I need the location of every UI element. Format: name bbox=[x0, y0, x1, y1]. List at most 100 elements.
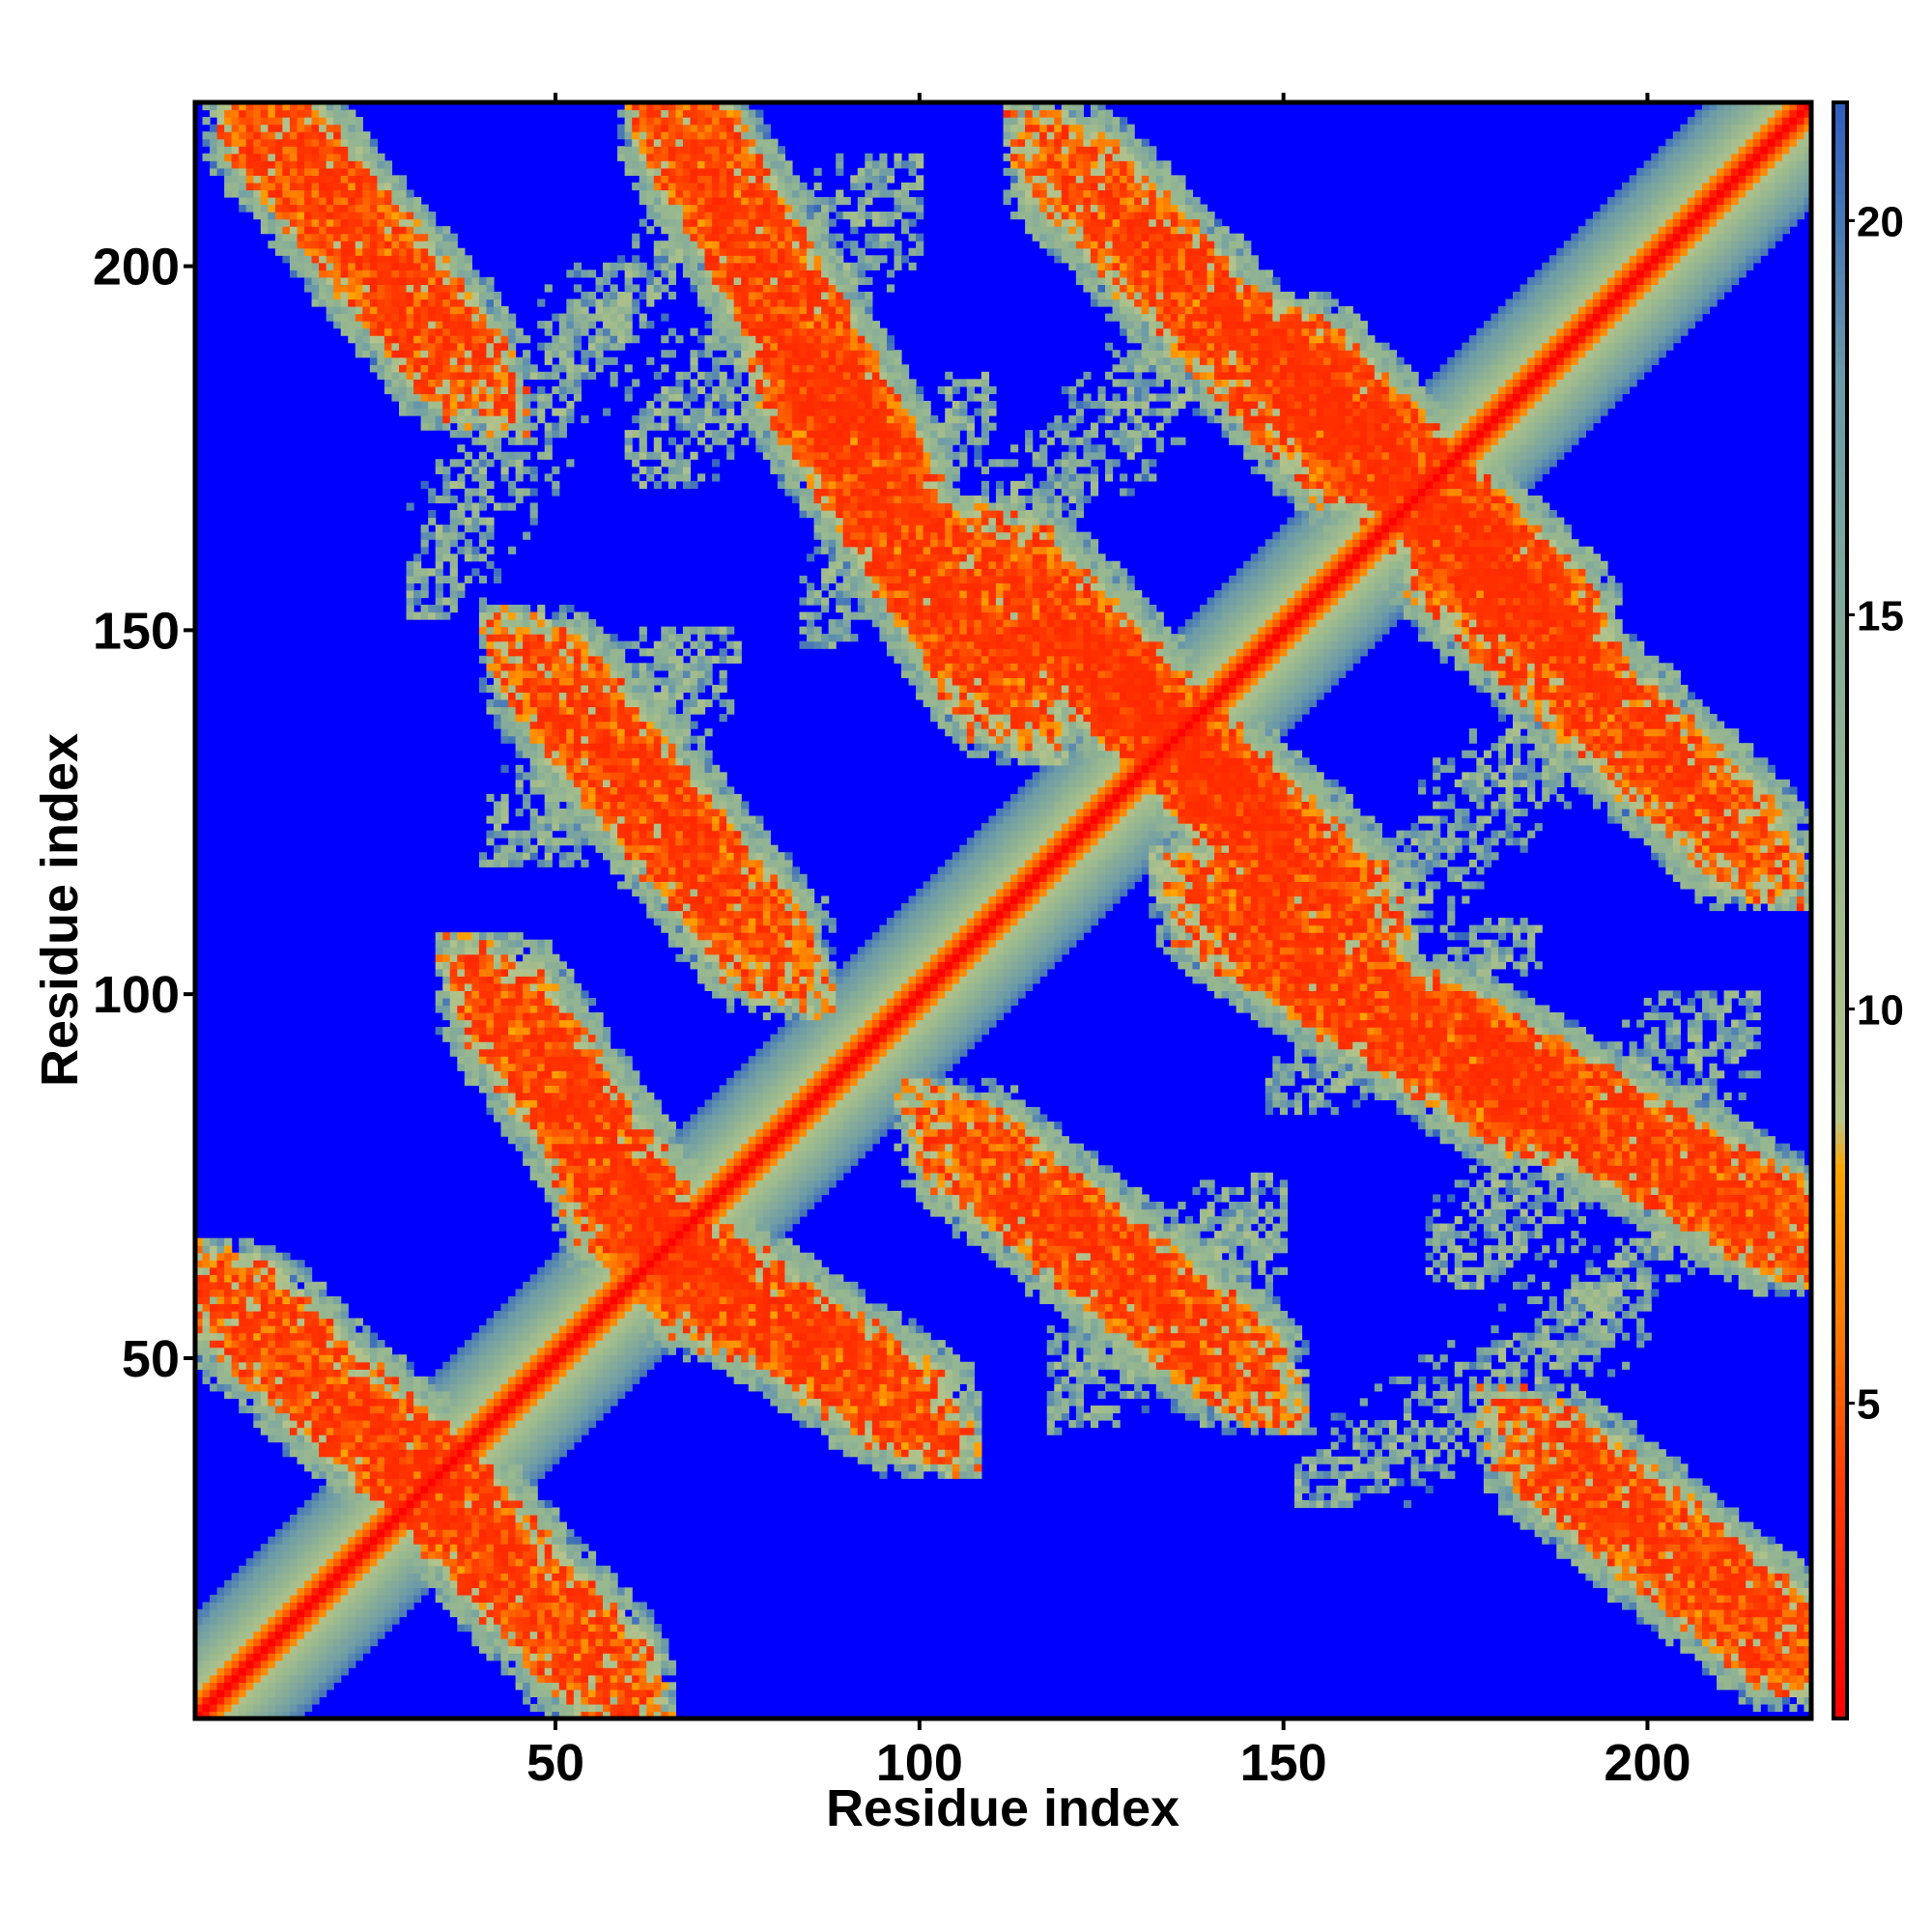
heatmap-cell bbox=[304, 1566, 312, 1574]
heatmap-cell bbox=[333, 1573, 341, 1580]
heatmap-cell bbox=[370, 1333, 378, 1341]
heatmap-cell bbox=[275, 1653, 283, 1661]
heatmap-cell bbox=[377, 1522, 384, 1530]
heatmap-cell bbox=[239, 1580, 246, 1588]
heatmap-cell bbox=[298, 1696, 305, 1704]
heatmap-cell bbox=[327, 139, 334, 147]
heatmap-cell bbox=[370, 146, 378, 154]
heatmap-cell bbox=[312, 1442, 320, 1450]
heatmap-cell bbox=[253, 146, 261, 154]
heatmap-cell bbox=[290, 189, 298, 197]
heatmap-cell bbox=[224, 1704, 232, 1712]
heatmap-cell bbox=[327, 1595, 334, 1603]
heatmap-cell bbox=[261, 1638, 269, 1646]
heatmap-cell bbox=[290, 1653, 298, 1661]
heatmap-cell bbox=[333, 1362, 341, 1370]
heatmap-cell bbox=[246, 1303, 254, 1311]
heatmap-cell bbox=[268, 1348, 275, 1355]
heatmap-cell bbox=[203, 1696, 211, 1704]
heatmap-cell bbox=[203, 1617, 211, 1625]
heatmap-cells bbox=[195, 102, 1812, 1719]
heatmap-cell bbox=[327, 125, 334, 132]
heatmap-cell bbox=[348, 1463, 355, 1471]
heatmap-cell bbox=[261, 1340, 269, 1348]
heatmap-cell bbox=[268, 1580, 275, 1588]
heatmap-cell bbox=[253, 1289, 261, 1296]
heatmap-cell bbox=[232, 1580, 240, 1588]
heatmap-cell bbox=[246, 1646, 254, 1654]
heatmap-cell bbox=[370, 1573, 378, 1580]
heatmap-cell bbox=[319, 1551, 327, 1559]
heatmap-cell bbox=[362, 350, 370, 357]
heatmap-cell bbox=[275, 1260, 283, 1267]
heatmap-cell bbox=[333, 1296, 341, 1304]
heatmap-cell bbox=[319, 1522, 327, 1530]
heatmap-cell bbox=[355, 241, 363, 248]
heatmap-cell bbox=[304, 1449, 312, 1457]
heatmap-cell bbox=[355, 1646, 363, 1654]
heatmap-cell bbox=[327, 1478, 334, 1486]
heatmap-cell bbox=[261, 1369, 269, 1377]
heatmap-cell bbox=[333, 160, 341, 168]
heatmap-cell bbox=[275, 1646, 283, 1654]
heatmap-cell bbox=[319, 270, 327, 277]
heatmap-cell bbox=[261, 1406, 269, 1413]
heatmap-cell bbox=[355, 1442, 363, 1450]
heatmap-cell bbox=[319, 1624, 327, 1632]
heatmap-cell bbox=[348, 226, 355, 234]
heatmap-cell bbox=[355, 1544, 363, 1551]
heatmap-cell bbox=[304, 1340, 312, 1348]
heatmap-cell bbox=[319, 1595, 327, 1603]
heatmap-cell bbox=[239, 1260, 246, 1267]
heatmap-cell bbox=[224, 1675, 232, 1683]
heatmap-cell bbox=[355, 1354, 363, 1362]
heatmap-cell bbox=[312, 1696, 320, 1704]
heatmap-cell bbox=[348, 154, 355, 161]
heatmap-cell bbox=[246, 1296, 254, 1304]
heatmap-cell bbox=[253, 1333, 261, 1341]
heatmap-cell bbox=[355, 1617, 363, 1625]
heatmap-cell bbox=[253, 1661, 261, 1668]
heatmap-cell bbox=[319, 1544, 327, 1551]
heatmap-cell bbox=[282, 1522, 290, 1530]
heatmap-cell bbox=[253, 1412, 261, 1420]
heatmap-cell bbox=[224, 1646, 232, 1654]
heatmap-cell bbox=[253, 1595, 261, 1603]
heatmap-cell bbox=[370, 277, 378, 285]
heatmap-cell bbox=[370, 1580, 378, 1588]
heatmap-cell bbox=[370, 292, 378, 299]
heatmap-cell bbox=[224, 1303, 232, 1311]
heatmap-cell bbox=[239, 1632, 246, 1639]
heatmap-cell bbox=[282, 175, 290, 183]
heatmap-cell bbox=[355, 1492, 363, 1500]
heatmap-cell bbox=[261, 1274, 269, 1282]
heatmap-cell bbox=[298, 241, 305, 248]
heatmap-cell bbox=[268, 125, 275, 132]
heatmap-cell bbox=[253, 1617, 261, 1625]
heatmap-cell bbox=[298, 1617, 305, 1625]
heatmap-cell bbox=[210, 1609, 217, 1617]
heatmap-cell bbox=[239, 1245, 246, 1253]
heatmap-cell bbox=[327, 1522, 334, 1530]
heatmap-cell bbox=[312, 1348, 320, 1355]
heatmap-cell bbox=[355, 1383, 363, 1391]
heatmap-cell bbox=[246, 1333, 254, 1341]
heatmap-cell bbox=[261, 1348, 269, 1355]
heatmap-cell bbox=[210, 1303, 217, 1311]
heatmap-cell bbox=[224, 125, 232, 132]
heatmap-cell bbox=[224, 175, 232, 183]
heatmap-cell bbox=[348, 219, 355, 227]
heatmap-cell bbox=[333, 1457, 341, 1464]
heatmap-cell bbox=[370, 139, 378, 147]
heatmap-cell bbox=[268, 1253, 275, 1261]
heatmap-cell bbox=[261, 1383, 269, 1391]
heatmap-cell bbox=[290, 1537, 298, 1545]
heatmap-cell bbox=[224, 1602, 232, 1609]
heatmap-cell bbox=[203, 1646, 211, 1654]
heatmap-cell bbox=[333, 1348, 341, 1355]
heatmap-cell bbox=[312, 1609, 320, 1617]
heatmap-cell bbox=[203, 1325, 211, 1333]
heatmap-cell bbox=[217, 1696, 225, 1704]
heatmap-cell bbox=[268, 1609, 275, 1617]
heatmap-cell bbox=[275, 1296, 283, 1304]
